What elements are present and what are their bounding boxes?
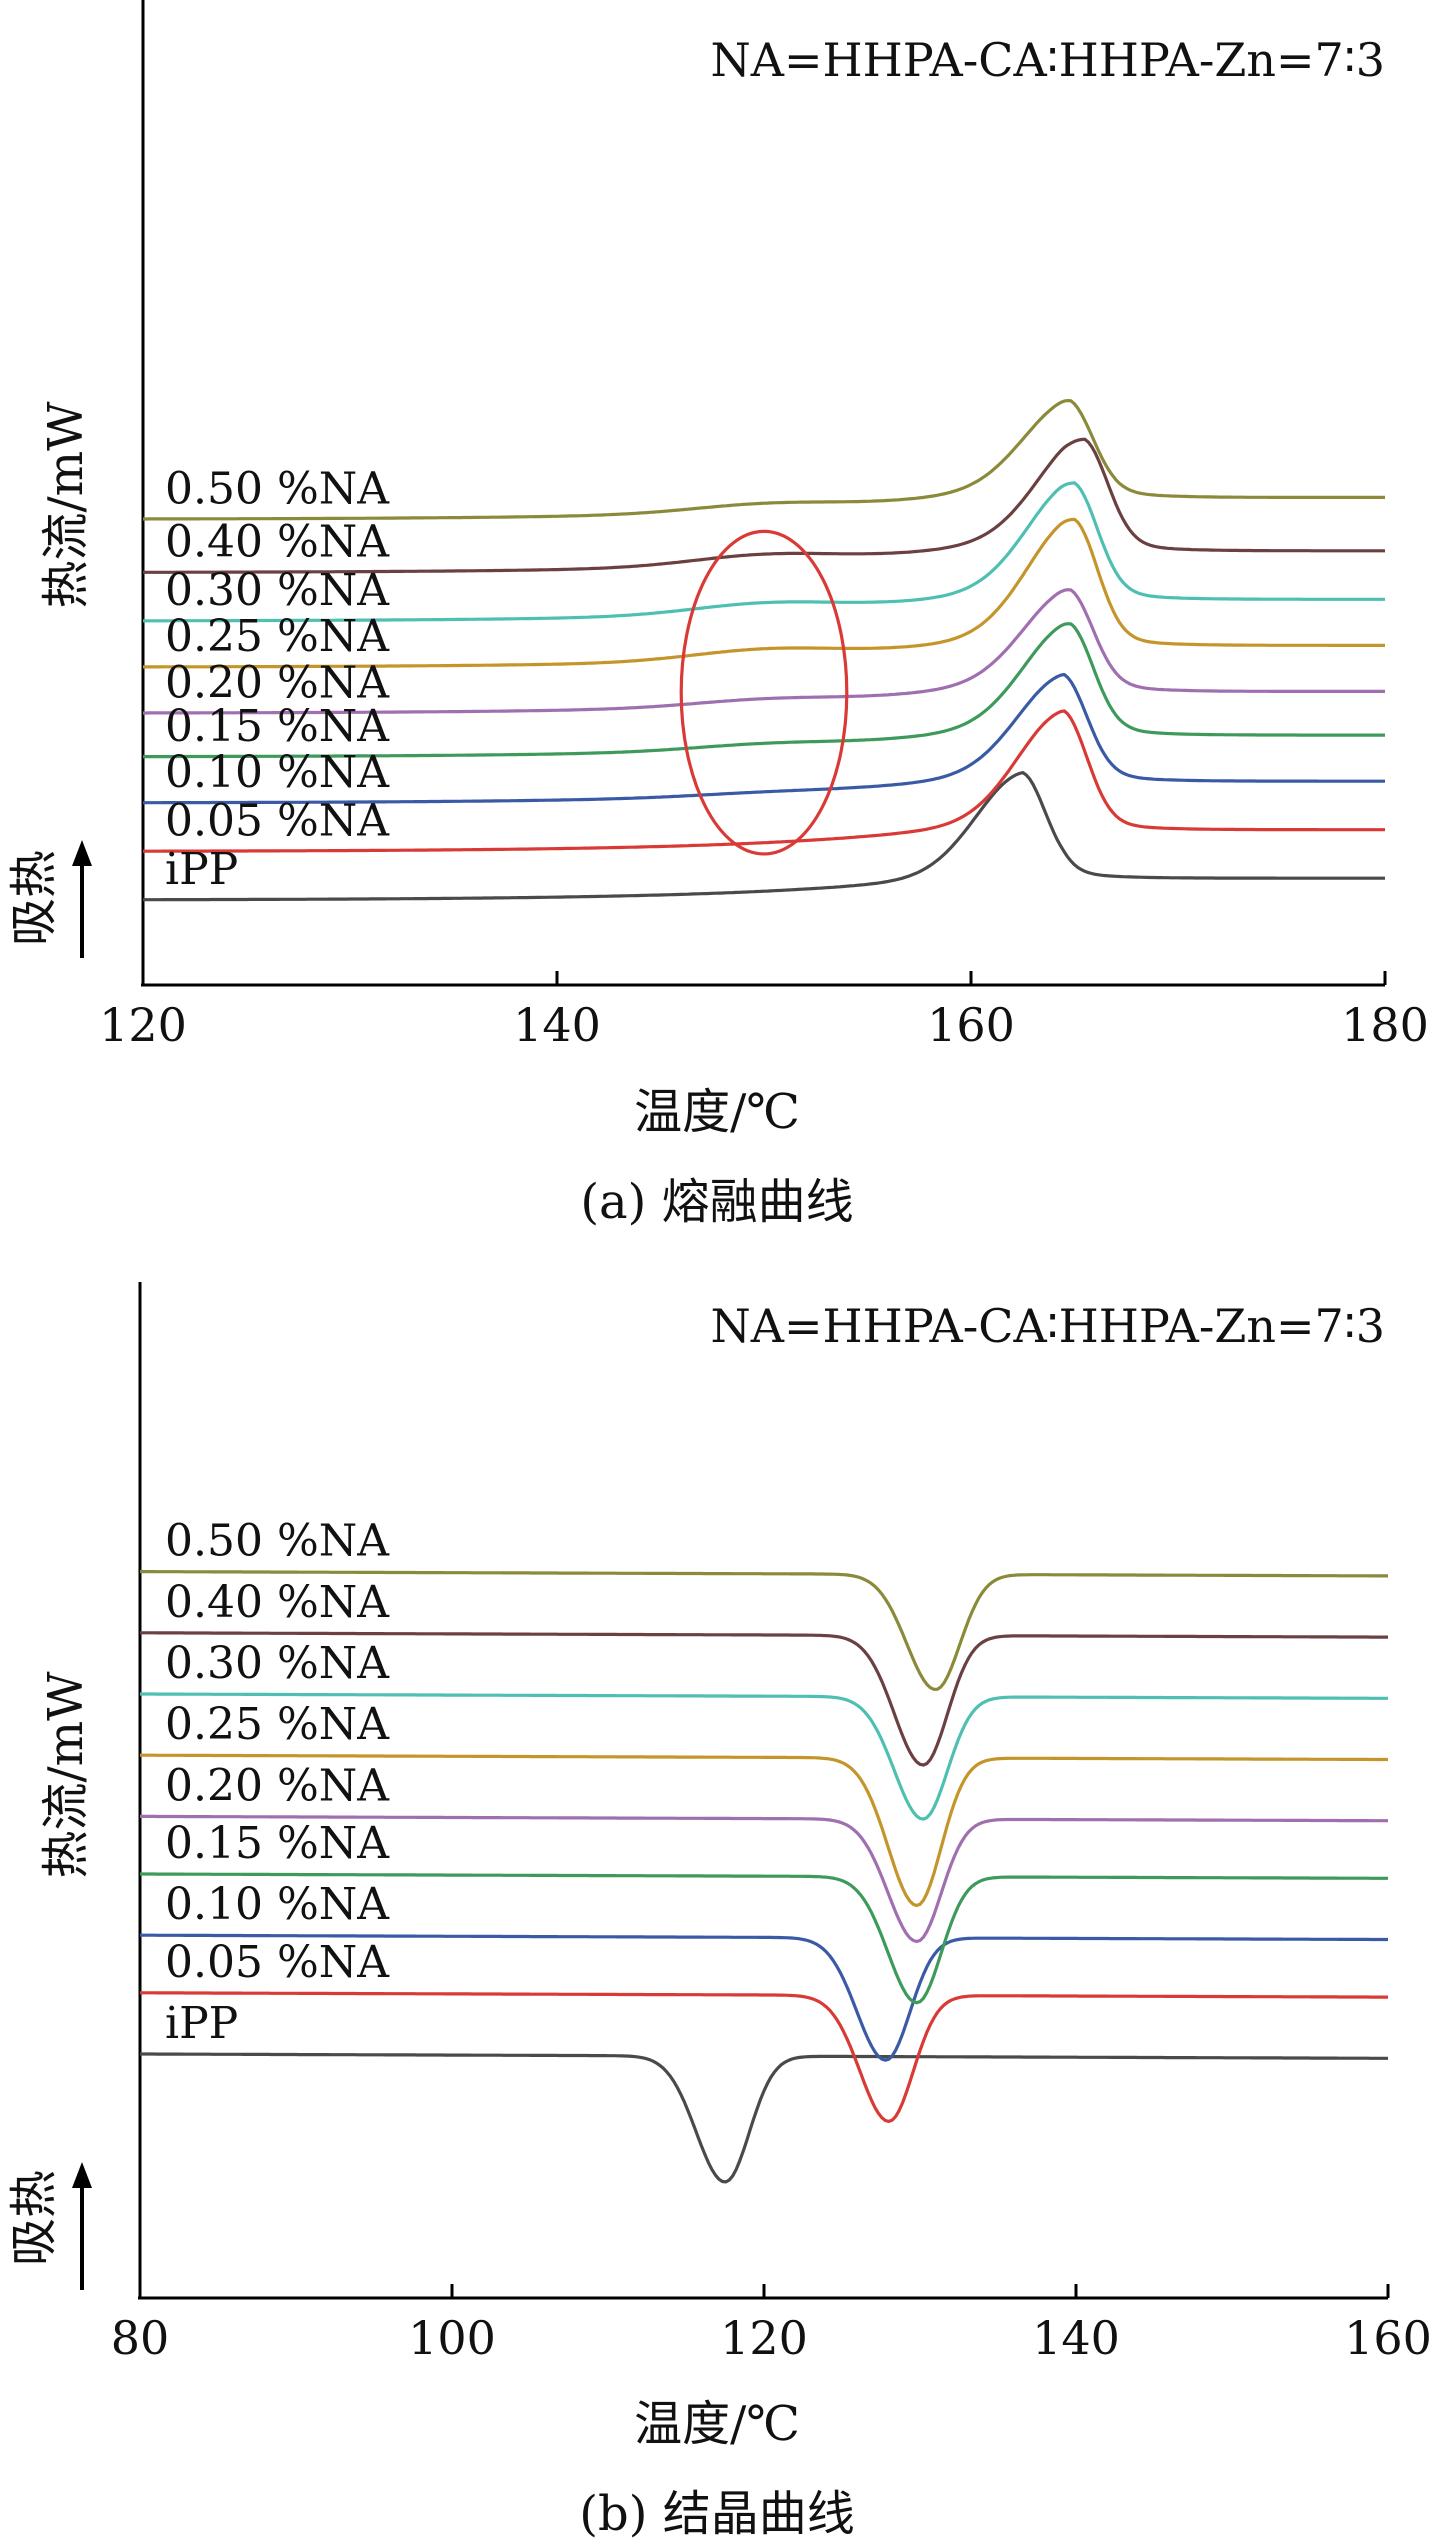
series-line (143, 399, 1385, 521)
x-ticks: 120 140 160 180 (99, 971, 1429, 1052)
series-label: 0.25 %NA (165, 611, 390, 662)
series-label: 0.50 %NA (165, 463, 390, 514)
series-line (143, 709, 1385, 853)
y-axis-label: 热流/mW (38, 1671, 94, 1879)
curves (140, 1570, 1388, 2184)
composition-annotation: NA=HHPA-CA∶HHPA-Zn=7∶3 (711, 33, 1385, 87)
series-label: 0.30 %NA (165, 1638, 390, 1689)
series-line (143, 517, 1385, 669)
series-label: 0.05 %NA (165, 796, 390, 847)
x-tick-label: 160 (927, 998, 1015, 1052)
series-label: 0.10 %NA (165, 747, 390, 798)
y-axis-label: 热流/mW (38, 401, 94, 609)
series-label: 0.50 %NA (165, 1516, 390, 1567)
highlight-ellipse (679, 529, 849, 856)
series-label: iPP (165, 1998, 238, 2049)
x-tick-label: 120 (99, 998, 187, 1052)
endotherm-arrow (72, 2162, 92, 2290)
series-line (140, 1631, 1388, 1767)
series-line (140, 1872, 1388, 2005)
x-tick-label: 80 (111, 2311, 170, 2365)
series-label: 0.40 %NA (165, 517, 390, 568)
series-label: 0.20 %NA (165, 1760, 390, 1811)
x-tick-label: 180 (1341, 998, 1429, 1052)
series-line (143, 771, 1385, 902)
series-line (140, 1692, 1388, 1821)
series-line (143, 622, 1385, 759)
endotherm-arrow (72, 840, 92, 958)
series-label: 0.15 %NA (165, 701, 390, 752)
panel-crystallization: 80 100 120 140 160 iPP 0.05 %NA 0.10 %NA 0.15 %… (6, 1282, 1432, 2542)
series-labels: iPP 0.05 %NA 0.10 %NA 0.15 %NA 0.20 %NA 0.25 … (165, 1516, 390, 2049)
series-line (143, 437, 1385, 574)
x-axis-label: 温度/℃ (634, 1084, 800, 1140)
endotherm-label: 吸热 (6, 2170, 62, 2266)
x-ticks: 80 100 120 140 160 (111, 2284, 1432, 2365)
x-tick-label: 100 (408, 2311, 496, 2365)
composition-annotation: NA=HHPA-CA∶HHPA-Zn=7∶3 (711, 1299, 1385, 1353)
series-line (143, 481, 1385, 623)
endotherm-label: 吸热 (6, 850, 62, 946)
curves (143, 399, 1385, 902)
series-line (140, 1933, 1388, 2062)
series-label: 0.20 %NA (165, 657, 390, 708)
series-line (140, 1991, 1388, 2123)
x-tick-label: 140 (1032, 2311, 1120, 2365)
series-label: 0.40 %NA (165, 1577, 390, 1628)
series-label: 0.10 %NA (165, 1879, 390, 1930)
x-tick-label: 140 (513, 998, 601, 1052)
series-label: 0.30 %NA (165, 565, 390, 616)
series-line (143, 588, 1385, 715)
series-label: iPP (165, 844, 238, 895)
panel-caption: (a) 熔融曲线 (580, 1174, 853, 1230)
x-tick-label: 160 (1344, 2311, 1432, 2365)
series-label: 0.15 %NA (165, 1818, 390, 1869)
series-line (143, 672, 1385, 805)
series-line (140, 1753, 1388, 1908)
series-label: 0.05 %NA (165, 1937, 390, 1988)
series-line (140, 2052, 1388, 2184)
x-tick-label: 120 (720, 2311, 808, 2365)
x-axis-label: 温度/℃ (634, 2396, 800, 2452)
series-line (140, 1814, 1388, 1944)
panel-caption: (b) 结晶曲线 (579, 2486, 854, 2542)
series-label: 0.25 %NA (165, 1699, 390, 1750)
series-line (140, 1570, 1388, 1691)
